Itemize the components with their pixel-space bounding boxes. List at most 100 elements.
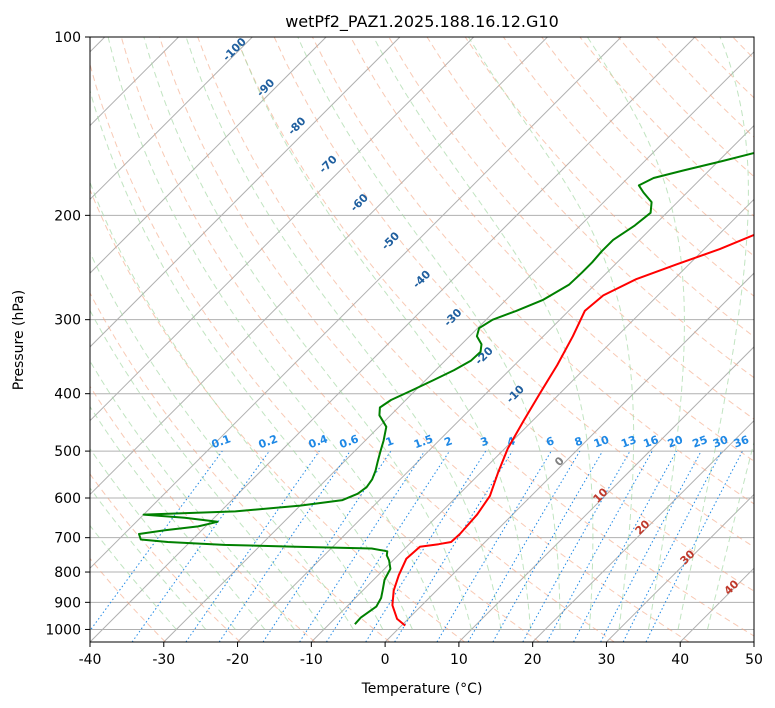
y-tick-label: 300 [54,313,81,329]
moist-adiabat-line [90,251,354,630]
mixing-ratio-line [522,450,631,642]
y-tick-label: 200 [54,208,81,224]
isotherm-line [90,37,253,201]
mixing-ratio-label: 1 [384,434,396,449]
mixing-ratio-label: 13 [619,433,638,450]
mixing-ratio-label: 0.6 [338,432,361,451]
mixing-ratio-label: 10 [592,433,611,451]
axis-ticks: -40 -30 -20 -10 0 10 20 30 40 5010020030040050060… [45,30,763,668]
moist-adiabat-line [677,37,749,630]
x-tick-label: 20 [524,652,542,668]
moist-adiabat-line [90,487,207,630]
y-axis-label: Pressure (hPa) [11,290,27,390]
data-series-line [391,233,754,627]
mixing-ratio-label: 20 [666,433,685,451]
isotherm-line [163,51,754,642]
mixing-ratio-label: 25 [691,433,710,450]
dry-adiabat-line [273,37,754,548]
isotherm-line [310,198,754,642]
data-series-line [138,151,754,625]
mixing-ratio-label: 16 [642,433,661,451]
x-tick-label: 0 [381,652,390,668]
isotherm-line [606,493,754,642]
x-tick-label: -20 [226,652,249,668]
isotherm-line [90,37,475,422]
dry-adiabat-line [502,37,754,297]
x-tick-label: -40 [79,652,102,668]
series-layer [138,151,754,627]
mixing-ratio-line [262,450,392,642]
mixing-ratio-line [185,450,320,642]
moist-adiabat-line [90,88,413,630]
mixing-ratio-label: 0.1 [210,432,233,451]
chart-title: wetPf2_PAZ1.2025.188.16.12.G10 [285,12,559,32]
background-lines [90,37,754,642]
x-tick-label: 50 [745,652,763,668]
mixing-ratio-line [573,450,677,642]
isotherm-line [90,37,622,569]
moist-adiabat-line [90,405,266,630]
mixing-ratio-line [218,450,351,642]
y-tick-label: 100 [54,30,81,46]
moist-adiabat-line [468,37,635,630]
moist-adiabat-line [90,447,236,630]
moist-adiabat-line [236,37,531,630]
dry-adiabat-line [197,37,754,637]
moist-adiabat-line [90,360,295,630]
dry-adiabat-line [464,37,754,338]
mixing-ratio-label: 8 [573,434,585,449]
x-axis-label: Temperature (°C) [361,681,483,697]
mixing-ratio-line [90,450,223,632]
dry-adiabat-line [235,37,754,592]
isotherm-line [237,124,754,642]
dry-adiabat-line [350,37,754,462]
x-tick-label: 10 [450,652,468,668]
dry-adiabat-line [388,37,754,420]
mixing-ratio-label: 1.5 [412,432,435,451]
mixing-ratio-label: 3 [479,434,491,449]
mixing-ratio-line [546,450,653,642]
dry-adiabat-line [90,473,241,642]
y-tick-label: 800 [54,565,81,581]
isotherm-line [384,272,754,642]
x-tick-label: 40 [671,652,689,668]
dry-adiabat-line [159,37,690,642]
mixing-ratio-line [325,450,450,642]
moist-adiabat-line [373,37,594,630]
mixing-ratio-label: 30 [711,433,730,451]
moist-adiabat-line [707,440,754,630]
x-tick-label: -10 [300,652,323,668]
mixing-ratio-label: 0.2 [257,432,280,451]
mixing-ratio-line [645,450,743,642]
dry-adiabat-line [90,62,540,642]
moist-adiabat-line [297,37,561,630]
dry-adiabat-line [426,37,754,379]
mixing-ratio-label: 2 [442,434,454,449]
y-tick-label: 600 [54,491,81,507]
moist-adiabat-line [143,37,472,630]
isotherm-line [90,37,327,274]
isotherm-line [458,346,754,642]
mixing-ratio-label: 0.4 [307,432,330,451]
dry-adiabat-line [90,385,316,642]
mixing-ratio-label: 36 [732,433,751,451]
y-tick-label: 500 [54,444,81,460]
mixing-ratio-line [394,450,513,642]
moist-adiabat-line [185,37,502,630]
mixing-ratio-label: 6 [544,434,556,449]
dry-adiabat-line [120,37,615,642]
moist-adiabat-line [586,37,685,630]
moist-adiabat-line [90,524,177,630]
y-tick-label: 900 [54,595,81,611]
y-tick-label: 400 [54,387,81,403]
dry-adiabat-line [90,292,391,642]
x-tick-label: -30 [152,652,175,668]
plot-frame [89,36,755,643]
x-tick-label: 30 [598,652,616,668]
y-tick-label: 700 [54,531,81,547]
isotherm-line [532,419,754,642]
mixing-ratio-line [131,450,270,642]
moist-adiabat-line [107,37,443,630]
